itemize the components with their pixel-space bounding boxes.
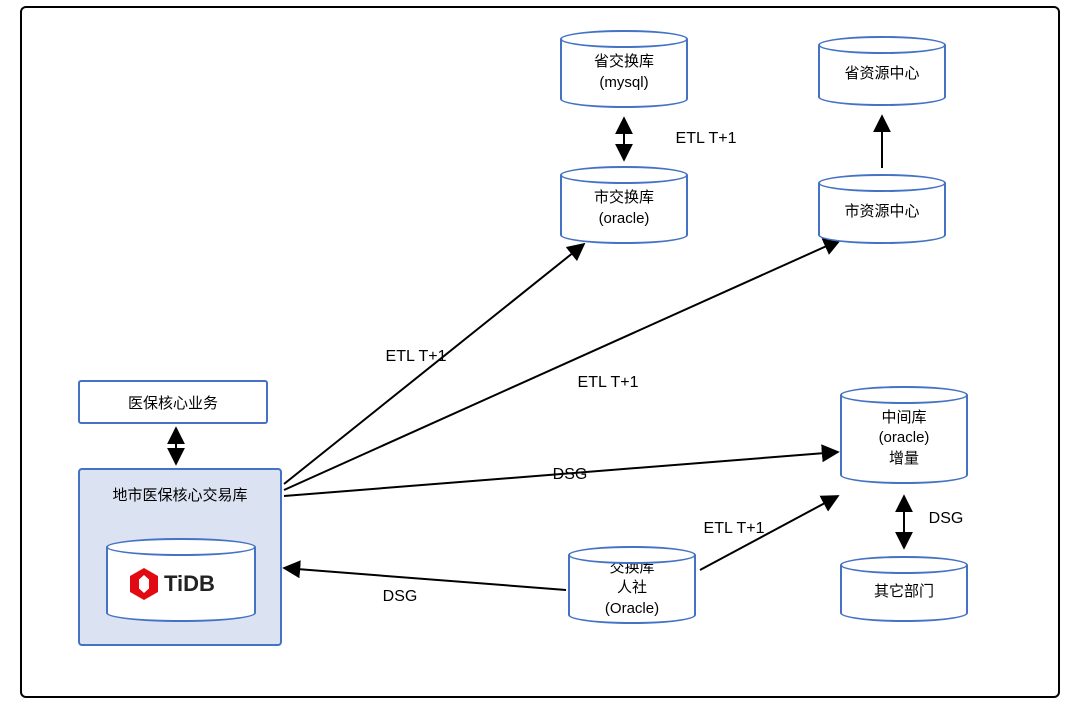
tidb-logo-text: TiDB	[164, 571, 215, 597]
tidb-hex-icon	[130, 568, 158, 600]
node-line: 其它部门	[874, 582, 934, 602]
node-line: 省资源中心	[844, 64, 919, 84]
node-line: 中间库	[881, 408, 926, 428]
node-line: (Oracle)	[605, 599, 659, 619]
node-prov-resource-center: 省资源中心	[818, 36, 946, 106]
edge-label-panel-cityex: ETL T+1	[386, 348, 447, 366]
edge-label-panel-cityres: ETL T+1	[578, 374, 639, 392]
node-line: (mysql)	[599, 73, 648, 93]
node-line: 市资源中心	[844, 202, 919, 222]
node-middle-db: 中间库 (oracle) 增量	[840, 386, 968, 484]
node-line: 人社	[617, 578, 647, 598]
edge-label-middle-other: DSG	[929, 510, 964, 528]
tidb-panel-title: 地市医保核心交易库	[80, 484, 280, 505]
edge-label-exrs-middle: ETL T+1	[704, 520, 765, 538]
edge-label-prov-city-ex: ETL T+1	[676, 130, 737, 148]
node-prov-exchange-db: 省交换库 (mysql)	[560, 30, 688, 108]
node-line: 增量	[889, 449, 919, 469]
node-line: (oracle)	[879, 428, 930, 448]
node-exchange-renshe-db: 交换库 人社 (Oracle)	[568, 546, 696, 624]
node-city-exchange-db: 市交换库 (oracle)	[560, 166, 688, 244]
node-other-dept: 其它部门	[840, 556, 968, 622]
node-line: 市交换库	[594, 188, 654, 208]
node-line: 医保核心业务	[128, 392, 218, 413]
node-line: 省交换库	[594, 52, 654, 72]
node-city-resource-center: 市资源中心	[818, 174, 946, 244]
node-core-business: 医保核心业务	[78, 380, 268, 424]
node-line: (oracle)	[599, 209, 650, 229]
tidb-logo: TiDB	[130, 568, 215, 600]
edge-label-exrs-panel: DSG	[383, 588, 418, 606]
edge-label-panel-middle: DSG	[553, 466, 588, 484]
